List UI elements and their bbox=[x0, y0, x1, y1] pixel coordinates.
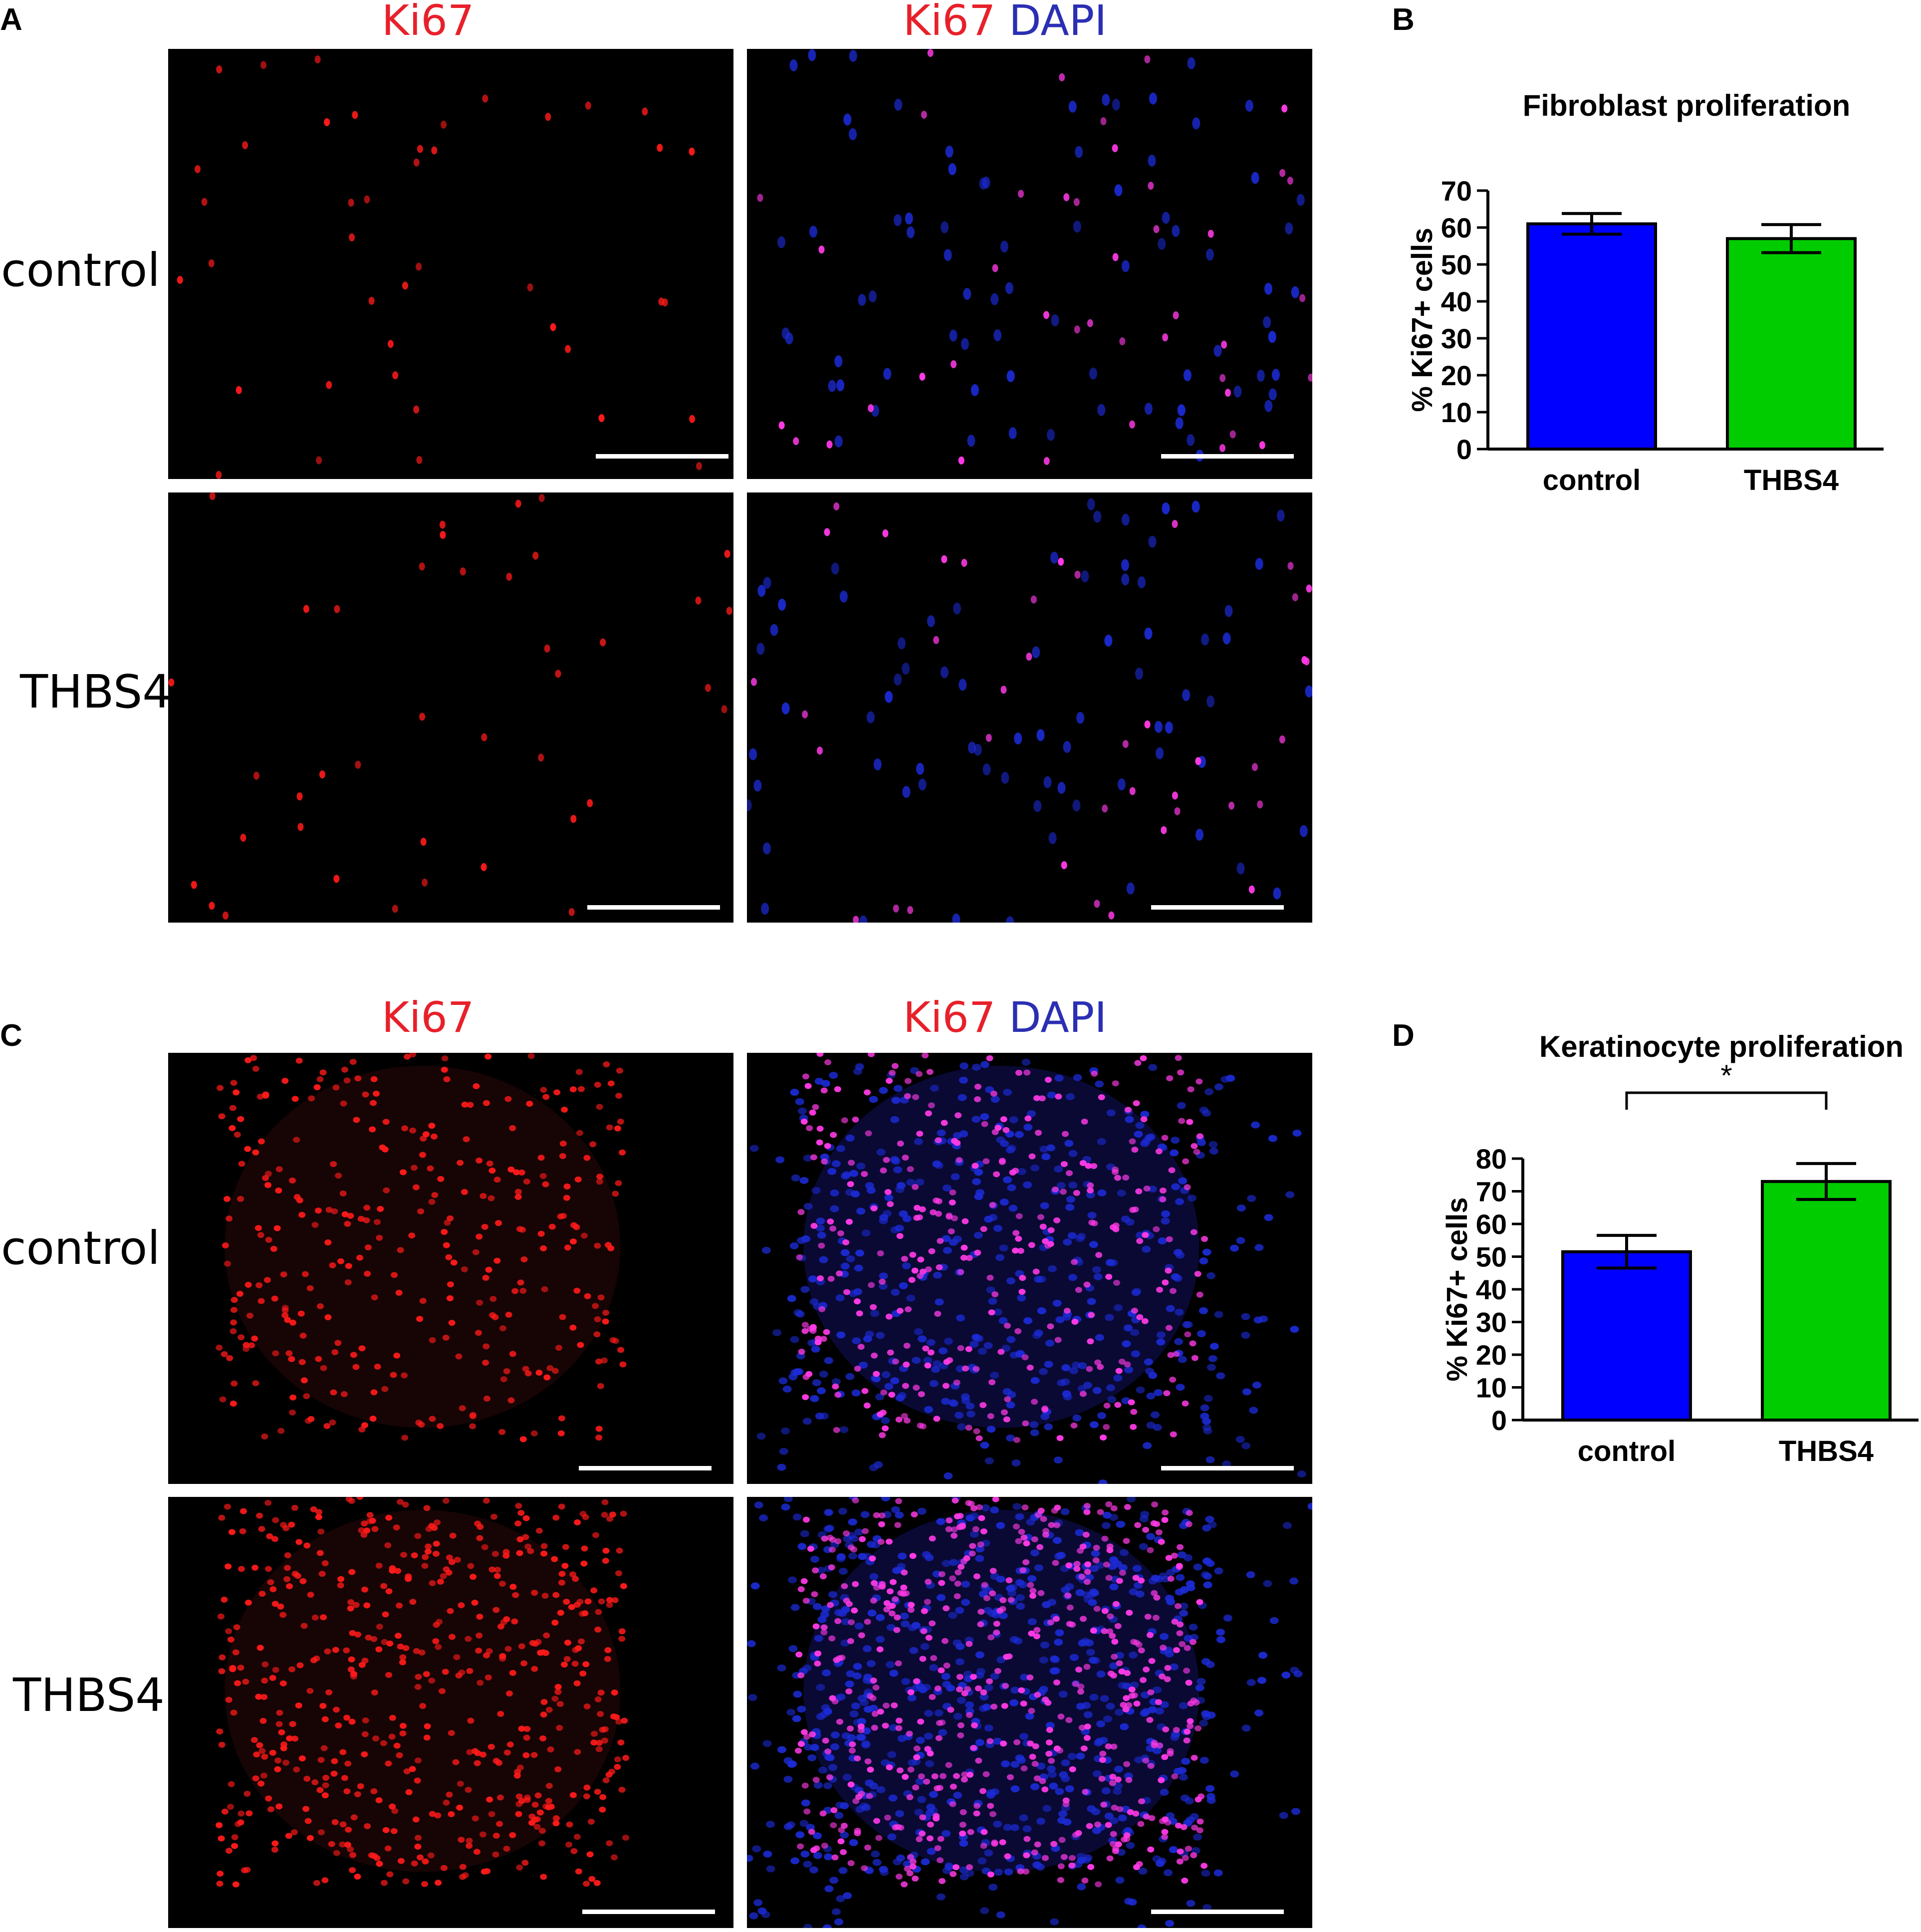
chart-title: Keratinocyte proliferation bbox=[1539, 1030, 1904, 1063]
scale-bar bbox=[1151, 905, 1284, 910]
y-tick-label: 40 bbox=[1476, 1274, 1507, 1305]
row-label-thbs4-c: THBS4 bbox=[13, 1669, 165, 1722]
col-header-ki67-dapi-c: Ki67 DAPI bbox=[903, 993, 1107, 1042]
chart-fibroblast-proliferation: Fibroblast proliferation 0 10 20 30 40 50 60 70%… bbox=[1406, 89, 1884, 496]
scale-bar bbox=[1151, 1910, 1284, 1914]
x-tick-label: control bbox=[1543, 464, 1641, 496]
bar-control bbox=[1561, 1250, 1692, 1422]
y-tick-label: 0 bbox=[1456, 434, 1472, 465]
micrograph-a-thbs4-ki67 bbox=[168, 492, 733, 923]
y-axis-label: % Ki67+ cells bbox=[1406, 228, 1439, 412]
x-tick-label: THBS4 bbox=[1744, 464, 1839, 496]
cell-nuclei bbox=[749, 1053, 1306, 1484]
row-label-control-a: control bbox=[1, 243, 160, 297]
x-tick-label: THBS4 bbox=[1779, 1435, 1874, 1467]
micrograph-a-control-merge bbox=[747, 49, 1312, 479]
y-tick-label: 60 bbox=[1441, 212, 1472, 243]
cell-nuclei bbox=[216, 1497, 630, 1888]
bar-thbs4 bbox=[1726, 237, 1857, 451]
ki67-label: Ki67 bbox=[903, 993, 996, 1042]
y-tick-label: 10 bbox=[1441, 397, 1472, 428]
ki67-label: Ki67 bbox=[903, 0, 996, 45]
row-label-thbs4-a: THBS4 bbox=[20, 665, 172, 719]
x-tick-label: control bbox=[1578, 1435, 1676, 1467]
scale-bar bbox=[1161, 1466, 1294, 1470]
micrograph-c-control-merge bbox=[747, 1053, 1312, 1484]
panel-letter-b: B bbox=[1392, 2, 1415, 37]
micrograph-c-control-ki67 bbox=[168, 1053, 733, 1484]
y-tick-label: 50 bbox=[1441, 249, 1472, 280]
cell-nuclei bbox=[216, 1053, 627, 1443]
col-header-ki67-a: Ki67 bbox=[382, 0, 475, 45]
significance-marker: * bbox=[1720, 1059, 1732, 1092]
scale-bar bbox=[587, 905, 720, 910]
y-tick-label: 10 bbox=[1476, 1372, 1507, 1404]
panel-letter-a: A bbox=[0, 2, 22, 37]
significance-bracket bbox=[1625, 1091, 1828, 1110]
panel-letter-d: D bbox=[1392, 1018, 1415, 1053]
cell-nuclei bbox=[168, 492, 732, 920]
panel-letter-c: C bbox=[0, 1018, 22, 1053]
micrograph-c-thbs4-merge bbox=[747, 1497, 1312, 1928]
micrograph-c-thbs4-ki67 bbox=[168, 1497, 733, 1928]
cell-nuclei bbox=[747, 498, 1312, 923]
y-tick-label: 20 bbox=[1476, 1339, 1507, 1371]
chart-keratinocyte-proliferation: Keratinocyte proliferation 01020304050607… bbox=[1441, 1030, 1919, 1467]
y-tick-label: 70 bbox=[1441, 175, 1472, 207]
y-tick-label: 70 bbox=[1476, 1176, 1507, 1208]
col-header-ki67-dapi-a: Ki67 DAPI bbox=[903, 0, 1107, 45]
cell-nuclei bbox=[177, 55, 703, 479]
cell-nuclei bbox=[757, 49, 1312, 465]
y-tick-label: 60 bbox=[1476, 1208, 1507, 1240]
scale-bar bbox=[1161, 454, 1294, 459]
scale-bar bbox=[579, 1466, 712, 1470]
y-tick-label: 50 bbox=[1476, 1241, 1507, 1273]
dapi-label: DAPI bbox=[1009, 993, 1107, 1042]
cell-nuclei bbox=[747, 1497, 1312, 1928]
dapi-label: DAPI bbox=[1009, 0, 1107, 45]
col-header-ki67-c: Ki67 bbox=[382, 993, 475, 1042]
micrograph-a-thbs4-merge bbox=[747, 492, 1312, 923]
y-tick-label: 80 bbox=[1476, 1143, 1507, 1175]
y-tick-label: 0 bbox=[1491, 1405, 1507, 1436]
scale-bar bbox=[596, 454, 728, 459]
y-tick-label: 20 bbox=[1441, 360, 1472, 391]
y-tick-label: 30 bbox=[1441, 323, 1472, 354]
micrograph-a-control-ki67 bbox=[168, 49, 733, 479]
y-tick-label: 40 bbox=[1441, 286, 1472, 317]
bar-control bbox=[1526, 222, 1657, 451]
scale-bar bbox=[582, 1910, 715, 1914]
y-axis-label: % Ki67+ cells bbox=[1441, 1197, 1473, 1381]
bar-thbs4 bbox=[1761, 1180, 1892, 1422]
y-tick-label: 30 bbox=[1476, 1307, 1507, 1338]
chart-title: Fibroblast proliferation bbox=[1523, 89, 1851, 122]
row-label-control-c: control bbox=[1, 1221, 160, 1275]
